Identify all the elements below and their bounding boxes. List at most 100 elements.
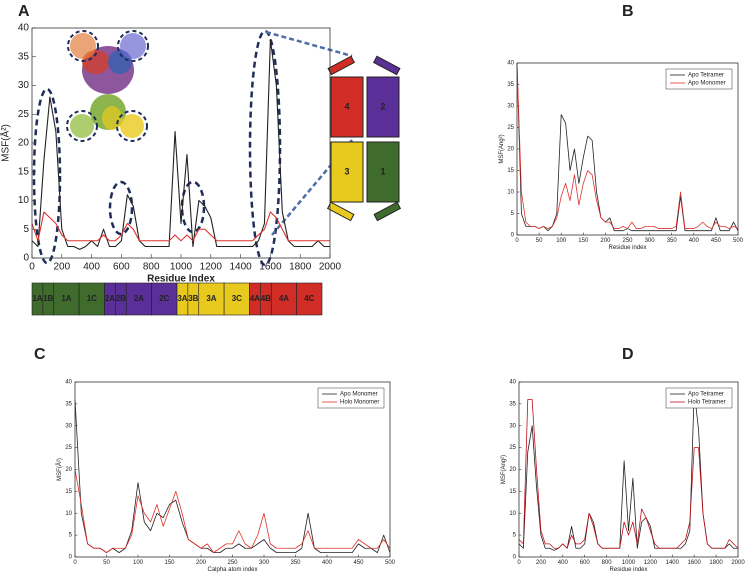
x-tick-label: 1600 bbox=[688, 560, 702, 566]
x-tick-label: 1400 bbox=[229, 262, 252, 273]
domain-label: 2A bbox=[105, 294, 115, 303]
x-tick-label: 450 bbox=[353, 560, 364, 566]
y-tick-label: 40 bbox=[509, 380, 516, 386]
x-tick-label: 400 bbox=[558, 560, 569, 566]
domain-label: 4C bbox=[304, 294, 314, 303]
domain-segment bbox=[53, 282, 80, 316]
series-line bbox=[74, 399, 391, 554]
x-tick-label: 400 bbox=[689, 238, 700, 244]
x-tick-label: 0 bbox=[73, 560, 77, 566]
x-tick-label: 200 bbox=[600, 238, 611, 244]
domain-label: 2B bbox=[116, 294, 126, 303]
legend-box bbox=[317, 387, 385, 409]
legend-box bbox=[665, 387, 733, 409]
domain-label: 3A bbox=[206, 294, 216, 303]
x-tick-label: 300 bbox=[259, 560, 270, 566]
y-tick-label: 35 bbox=[507, 82, 514, 88]
domain-label: 4A bbox=[250, 294, 260, 303]
plot-frame bbox=[518, 381, 739, 558]
domain-label: 4B bbox=[261, 294, 271, 303]
y-tick-label: 35 bbox=[65, 401, 72, 407]
y-tick-label: 10 bbox=[509, 511, 516, 517]
x-tick-label: 500 bbox=[733, 238, 744, 244]
domain-label: 2C bbox=[159, 294, 169, 303]
x-tick-label: 2000 bbox=[731, 560, 745, 566]
x-tick-label: 1000 bbox=[622, 560, 636, 566]
series-line bbox=[31, 38, 330, 250]
schematic-label: 1 bbox=[380, 166, 385, 176]
schematic: 4 2 3 1 bbox=[326, 55, 402, 222]
x-tick-label: 200 bbox=[536, 560, 547, 566]
domain-label: 3C bbox=[232, 294, 242, 303]
x-tick-label: 2000 bbox=[319, 262, 342, 273]
domain-segment bbox=[78, 282, 105, 316]
x-tick-label: 400 bbox=[83, 262, 100, 273]
x-tick-label: 400 bbox=[322, 560, 333, 566]
x-tick-label: 800 bbox=[143, 262, 160, 273]
x-tick-label: 600 bbox=[113, 262, 130, 273]
y-tick-label: 35 bbox=[18, 51, 30, 62]
x-tick-label: 350 bbox=[667, 238, 678, 244]
y-tick-label: 20 bbox=[507, 147, 514, 153]
legend-label: Holo Tetramer bbox=[688, 400, 726, 406]
domain-label: 2A bbox=[134, 294, 144, 303]
x-axis-label: Calpha atom index bbox=[207, 567, 257, 573]
y-tick-label: 15 bbox=[65, 489, 72, 495]
x-tick-label: 250 bbox=[227, 560, 238, 566]
y-tick-label: 35 bbox=[509, 401, 516, 407]
y-tick-label: 20 bbox=[65, 467, 72, 473]
y-tick-label: 40 bbox=[18, 23, 30, 34]
x-tick-label: 350 bbox=[290, 560, 301, 566]
y-tick-label: 40 bbox=[507, 61, 514, 67]
legend-label: Apo Monomer bbox=[688, 81, 726, 87]
x-tick-label: 1400 bbox=[666, 560, 680, 566]
x-tick-label: 500 bbox=[385, 560, 396, 566]
x-tick-label: 300 bbox=[645, 238, 656, 244]
y-tick-label: 10 bbox=[18, 195, 30, 206]
y-tick-label: 5 bbox=[513, 533, 517, 539]
legend-label: Apo Tetramer bbox=[688, 392, 724, 398]
y-tick-label: 25 bbox=[18, 109, 30, 120]
y-tick-label: 30 bbox=[507, 104, 514, 110]
series-line bbox=[518, 399, 739, 549]
y-axis-label: MSF(Ang²) bbox=[499, 134, 505, 163]
plot-frame bbox=[74, 381, 391, 558]
x-tick-label: 600 bbox=[580, 560, 591, 566]
y-tick-label: 25 bbox=[509, 445, 516, 451]
x-axis-label: Residue index bbox=[609, 567, 647, 573]
x-tick-label: 200 bbox=[53, 262, 70, 273]
domain-label: 1C bbox=[87, 294, 97, 303]
x-tick-label: 50 bbox=[103, 560, 110, 566]
domain-segment bbox=[151, 282, 178, 316]
legend-label: Holo Monomer bbox=[340, 400, 379, 406]
plot-frame bbox=[31, 27, 331, 259]
y-axis-label: MSF(Ang²) bbox=[501, 455, 507, 484]
highlight-ellipses bbox=[32, 29, 353, 267]
x-tick-label: 50 bbox=[536, 238, 543, 244]
legend-label: Apo Monomer bbox=[340, 392, 378, 398]
y-axis-label: MSF(Å²) bbox=[56, 458, 63, 481]
x-tick-label: 1200 bbox=[200, 262, 223, 273]
x-tick-label: 450 bbox=[711, 238, 722, 244]
y-tick-label: 30 bbox=[65, 423, 72, 429]
y-tick-label: 5 bbox=[511, 211, 515, 217]
domain-segment bbox=[125, 282, 152, 316]
x-axis-label: Residue index bbox=[608, 245, 646, 251]
x-tick-label: 1600 bbox=[259, 262, 282, 273]
y-tick-label: 0 bbox=[23, 253, 29, 264]
plot-frame bbox=[516, 62, 739, 236]
protein-cartoon bbox=[66, 30, 149, 142]
panel-label: C bbox=[34, 346, 46, 363]
y-tick-label: 25 bbox=[65, 445, 72, 451]
domain-label: 3A bbox=[177, 294, 187, 303]
x-tick-label: 0 bbox=[29, 262, 35, 273]
domain-segment bbox=[223, 282, 250, 316]
x-tick-label: 1800 bbox=[289, 262, 312, 273]
panel-label: D bbox=[622, 346, 634, 363]
x-tick-label: 150 bbox=[578, 238, 589, 244]
x-tick-label: 1200 bbox=[644, 560, 658, 566]
y-tick-label: 30 bbox=[18, 80, 30, 91]
legend-label: Apo Tetramer bbox=[688, 73, 724, 79]
